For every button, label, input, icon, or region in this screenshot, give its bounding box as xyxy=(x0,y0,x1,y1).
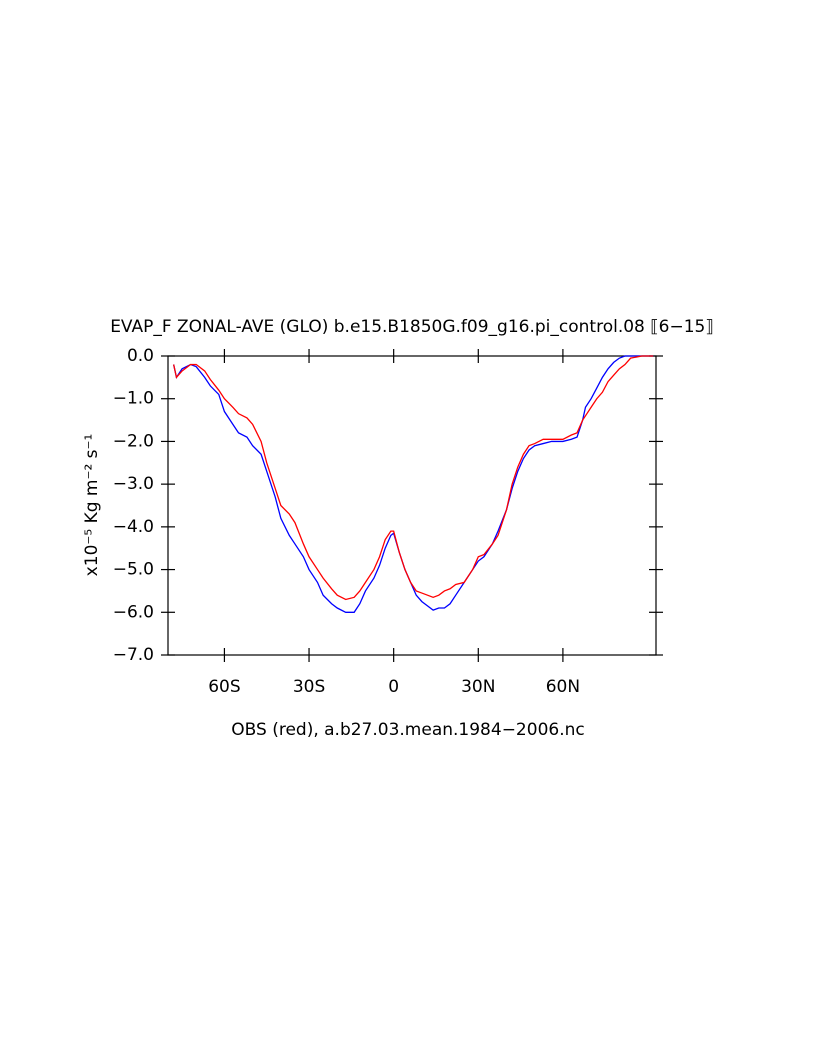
x-axis-label: OBS (red), a.b27.03.mean.1984−2006.nc xyxy=(231,720,584,740)
y-tick-label: −1.0 xyxy=(113,389,154,409)
y-tick-label: −3.0 xyxy=(113,474,154,494)
y-tick-label: −7.0 xyxy=(113,645,154,665)
x-tick-label: 0 xyxy=(388,677,399,697)
x-tick-label: 30N xyxy=(461,677,495,697)
data-line xyxy=(173,355,654,613)
x-tick-label: 60N xyxy=(546,677,580,697)
plot-frame xyxy=(167,355,657,656)
chart-title: EVAP_F ZONAL-AVE (GLO) b.e15.B1850G.f09_… xyxy=(110,317,714,337)
y-tick-label: −2.0 xyxy=(113,431,154,451)
data-line xyxy=(173,355,654,601)
x-tick-label: 60S xyxy=(208,677,240,697)
y-tick-label: −4.0 xyxy=(113,517,154,537)
y-axis-label: x10⁻⁵ Kg m⁻² s⁻¹ xyxy=(82,434,102,577)
y-tick-label: 0.0 xyxy=(127,346,154,366)
y-tick-label: −5.0 xyxy=(113,560,154,580)
y-tick-label: −6.0 xyxy=(113,602,154,622)
x-tick-label: 30S xyxy=(293,677,325,697)
